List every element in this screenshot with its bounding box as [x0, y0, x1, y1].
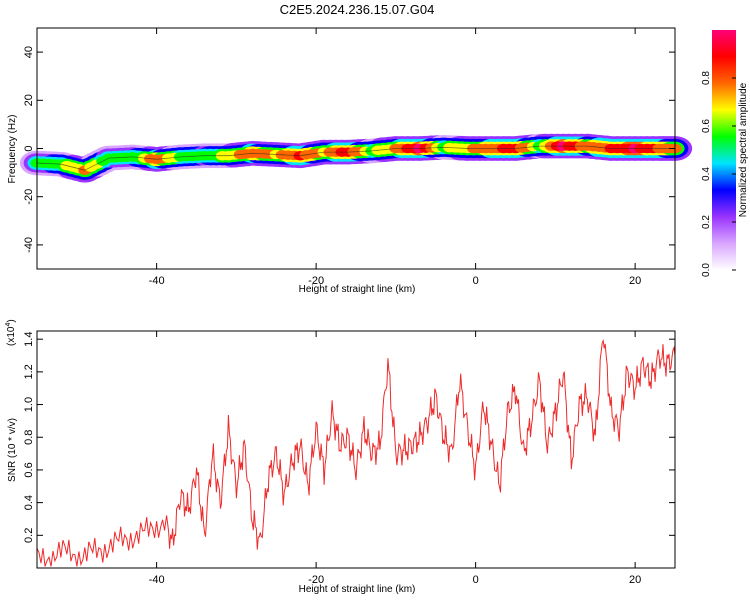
snr-x-axis-label: Height of straight line (km) [299, 584, 416, 595]
colorbar-tick-label: 0.8 [701, 71, 712, 85]
snr-series-line [36, 338, 676, 567]
snr-panel: -40 -20 0 20 0.2 0.4 0.6 0.8 1.0 1.2 1.4 Height o… [5, 319, 676, 595]
spectrogram-x-tick-label: -40 [149, 275, 165, 287]
spectrogram-y-tick-label: -40 [23, 237, 35, 253]
snr-y-tick-label: 0.6 [23, 462, 35, 477]
snr-y-tick-label: 0.2 [23, 528, 35, 543]
spectrogram-x-tick-label: 0 [473, 275, 479, 287]
spectrogram-y-tick-label: 0 [23, 145, 35, 151]
spectrogram-y-tick-label: 40 [23, 46, 35, 58]
spectrogram-energy [19, 133, 693, 183]
snr-background [37, 331, 675, 568]
spectrogram-ridge-line [36, 145, 675, 171]
colorbar-tick-label: 0.2 [701, 215, 712, 229]
snr-x-tick-label: -20 [308, 574, 324, 586]
spectrogram-x-tick-label: 20 [629, 275, 641, 287]
snr-y-tick-label: 0.8 [23, 430, 35, 445]
chart-title: C2E5.2024.236.15.07.G04 [280, 2, 435, 17]
snr-x-tick-label: -40 [149, 574, 165, 586]
colorbar-label: Normalized spectral amplitude [738, 82, 749, 217]
snr-frame [36, 330, 676, 569]
colorbar-tick-label: 0.4 [701, 167, 712, 181]
colorbar-tick-label: 0.0 [701, 263, 712, 277]
colorbar: 0.0 0.2 0.4 0.6 0.8 Normalized spectral ampl… [701, 30, 749, 277]
snr-y-axis-label: SNR (10 * v/v) [7, 418, 18, 482]
snr-y-tick-label: 1.0 [23, 397, 35, 412]
spectrogram-x-axis-label: Height of straight line (km) [299, 284, 416, 295]
colorbar-tick-label: 0.6 [701, 119, 712, 133]
snr-y-scale-exponent: 4 [5, 323, 12, 327]
spectrogram-y-axis-label: Frequency (Hz) [7, 115, 18, 184]
snr-x-tick-label: 20 [629, 574, 641, 586]
snr-y-scale-label: (x104) [5, 319, 17, 346]
snr-y-tick-label: 1.2 [23, 364, 35, 379]
colorbar-gradient [712, 30, 736, 270]
snr-y-tick-label: 1.4 [23, 332, 35, 347]
snr-y-scale-prefix: (x10 [6, 326, 17, 346]
snr-y-scale-suffix: ) [6, 319, 17, 322]
snr-x-tick-label: 0 [473, 574, 479, 586]
snr-y-tick-label: 0.4 [23, 495, 35, 510]
spectrogram-y-tick-label: -20 [23, 189, 35, 205]
spectrogram-x-tick-label: -20 [308, 275, 324, 287]
spectrogram-y-tick-label: 20 [23, 94, 35, 106]
spectrogram-panel: -40 -20 0 20 -40 -20 0 20 40 Height of straight… [7, 27, 693, 295]
